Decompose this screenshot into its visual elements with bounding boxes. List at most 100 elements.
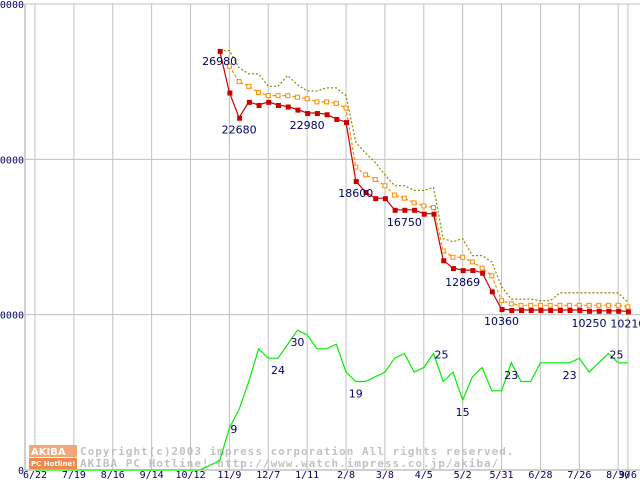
min-point bbox=[421, 211, 427, 217]
y-tick-label: 0 bbox=[18, 466, 24, 477]
data-label: 23 bbox=[504, 369, 518, 382]
min-point bbox=[480, 270, 486, 276]
x-tick-label: 3/8 bbox=[376, 470, 394, 480]
min-point bbox=[509, 308, 515, 314]
logo-bottom-text: PC Hotline! bbox=[31, 460, 75, 468]
data-label: 25 bbox=[609, 349, 623, 362]
x-tick-label: 7/19 bbox=[62, 470, 86, 480]
avg-point bbox=[392, 192, 398, 198]
x-tick-label: 12/7 bbox=[256, 470, 280, 480]
min-point bbox=[237, 115, 243, 121]
data-label: 12869 bbox=[445, 276, 480, 289]
grid bbox=[25, 3, 640, 471]
avg-point bbox=[586, 302, 592, 308]
avg-point bbox=[285, 93, 291, 99]
min-point bbox=[402, 207, 408, 213]
min-point bbox=[295, 107, 301, 113]
logo-top-bg bbox=[29, 445, 77, 457]
min-point bbox=[431, 211, 437, 217]
min-point bbox=[470, 268, 476, 274]
avg-point bbox=[557, 302, 563, 308]
min-point bbox=[285, 104, 291, 110]
x-tick-label: 9/14 bbox=[140, 470, 164, 480]
min-point bbox=[441, 258, 447, 264]
data-label: 16750 bbox=[387, 216, 422, 229]
avg-point bbox=[401, 195, 407, 201]
min-point bbox=[334, 116, 340, 122]
min-point bbox=[616, 308, 622, 314]
min-point bbox=[548, 308, 554, 314]
min-point bbox=[392, 207, 398, 213]
data-label: 15 bbox=[456, 406, 470, 419]
avg-point bbox=[528, 302, 534, 308]
avg-point bbox=[431, 204, 437, 210]
data-label: 24 bbox=[271, 364, 285, 377]
series-line-0 bbox=[219, 49, 629, 303]
y-tick-label: 20000 bbox=[0, 155, 24, 166]
avg-point bbox=[256, 90, 262, 96]
watermark: AKIBA PC Hotline! Copyright(c)2003 impre… bbox=[29, 445, 515, 470]
x-tick-label: 5/31 bbox=[490, 470, 514, 480]
min-point bbox=[519, 308, 524, 314]
min-point bbox=[587, 308, 593, 314]
avg-point bbox=[499, 298, 505, 304]
x-tick-label: 7/26 bbox=[567, 470, 591, 480]
min-point bbox=[363, 189, 369, 195]
data-label: 9 bbox=[230, 423, 237, 436]
min-point bbox=[528, 308, 534, 314]
min-point bbox=[344, 120, 350, 126]
avg-point bbox=[362, 172, 368, 178]
min-point bbox=[227, 90, 233, 96]
avg-point bbox=[625, 304, 631, 310]
x-tick-label: 4/5 bbox=[415, 470, 433, 480]
min-point bbox=[577, 308, 583, 314]
min-point bbox=[373, 196, 379, 202]
y-tick-label: 30000 bbox=[0, 0, 24, 11]
avg-point bbox=[547, 302, 553, 308]
avg-point bbox=[479, 265, 485, 271]
x-tick-label: 11/9 bbox=[217, 470, 241, 480]
x-tick-label: 1/11 bbox=[295, 470, 319, 480]
logo-top-text: AKIBA bbox=[31, 447, 66, 458]
data-label: 19 bbox=[349, 387, 363, 400]
avg-point bbox=[421, 203, 427, 209]
min-point bbox=[412, 207, 418, 213]
data-label: 23 bbox=[563, 369, 577, 382]
avg-point bbox=[460, 254, 466, 260]
avg-point bbox=[382, 183, 388, 189]
avg-point bbox=[508, 301, 514, 307]
avg-point bbox=[275, 93, 281, 99]
min-point bbox=[450, 266, 456, 272]
series-layer bbox=[35, 48, 631, 471]
min-point bbox=[256, 102, 262, 108]
min-point bbox=[538, 308, 544, 314]
series-line-3 bbox=[35, 329, 628, 471]
min-point bbox=[460, 268, 466, 274]
avg-point bbox=[576, 302, 582, 308]
data-label: 26980 bbox=[202, 55, 237, 68]
avg-point bbox=[294, 94, 300, 100]
min-point bbox=[596, 308, 602, 314]
avg-point bbox=[236, 79, 242, 85]
data-labels: 26980 22680 22980 18600 16750 12869 10360 10250… bbox=[202, 55, 640, 436]
copyright-text: Copyright(c)2003 impress corporation All… bbox=[80, 445, 515, 458]
avg-point bbox=[489, 273, 495, 279]
series-line-1 bbox=[228, 65, 628, 308]
avg-point bbox=[304, 96, 310, 102]
min-point bbox=[217, 48, 223, 54]
avg-point bbox=[333, 100, 339, 106]
avg-point bbox=[314, 99, 320, 105]
logo-bottom-bg bbox=[29, 458, 77, 469]
x-tick-label: 2/8 bbox=[337, 470, 355, 480]
min-point bbox=[276, 102, 281, 108]
min-point bbox=[625, 309, 631, 315]
data-label: 10360 bbox=[484, 315, 519, 328]
min-point bbox=[557, 308, 563, 314]
min-point bbox=[324, 112, 330, 118]
min-point bbox=[382, 196, 388, 202]
data-label: 22680 bbox=[222, 124, 257, 137]
site-url-text: AKIBA PC Hotline! http://www.watch.impre… bbox=[80, 457, 499, 470]
avg-point bbox=[343, 105, 349, 111]
